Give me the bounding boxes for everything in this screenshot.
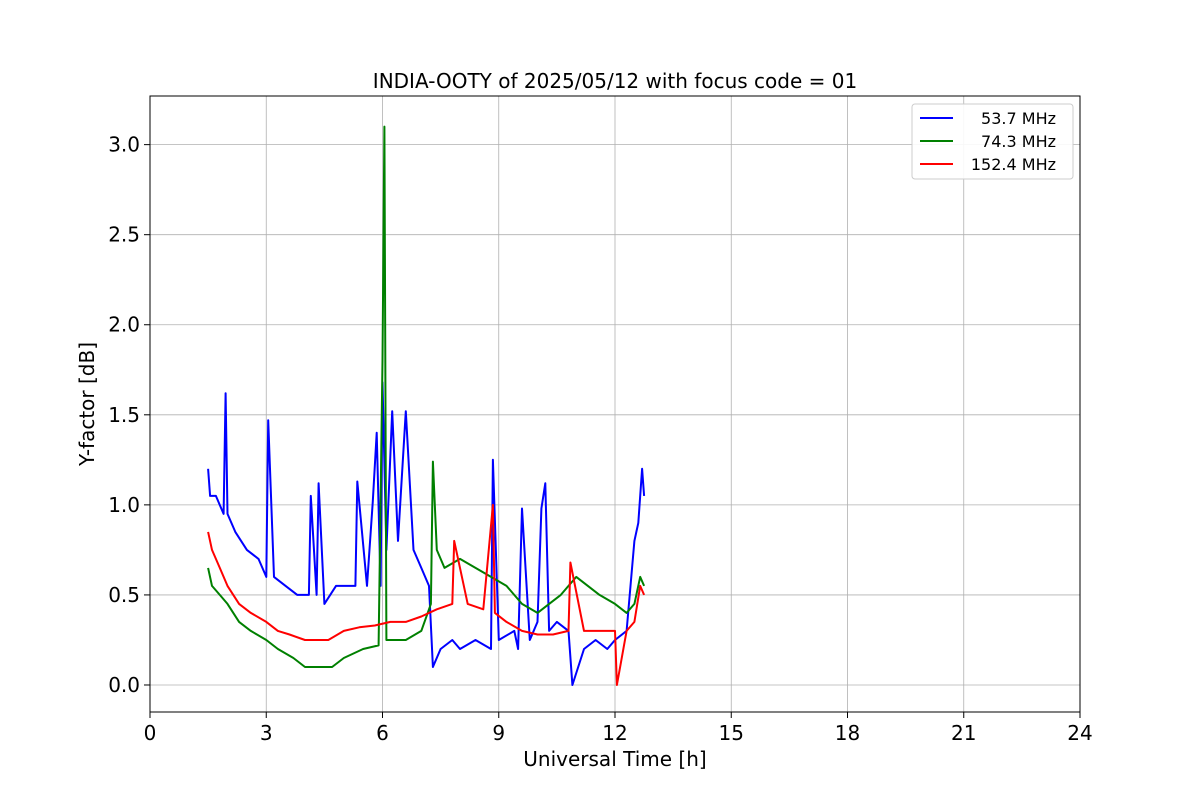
legend-label: 152.4 MHz (971, 155, 1056, 174)
series-line-0 (207, 381, 646, 686)
x-ticks: 0 3 6 9 12 15 18 21 24 (144, 712, 1093, 745)
y-tick-label: 1.0 (108, 493, 140, 517)
x-tick-label: 21 (951, 721, 976, 745)
x-tick-label: 12 (602, 721, 627, 745)
x-tick-label: 24 (1067, 721, 1092, 745)
x-axis-label: Universal Time [h] (523, 747, 706, 771)
grid (149, 96, 1081, 712)
legend: 53.7 MHz 74.3 MHz 152.4 MHz (911, 103, 1074, 180)
x-tick-label: 18 (835, 721, 860, 745)
y-tick-label: 0.0 (108, 673, 140, 697)
x-tick-label: 15 (719, 721, 744, 745)
x-tick-label: 3 (260, 721, 273, 745)
chart-title: INDIA-OOTY of 2025/05/12 with focus code… (373, 69, 857, 93)
y-ticks: 0.0 0.5 1.0 1.5 2.0 2.5 3.0 (108, 133, 150, 697)
y-tick-label: 3.0 (108, 133, 140, 157)
series-line-2 (207, 503, 646, 686)
y-tick-label: 1.5 (108, 403, 140, 427)
y-axis-label: Y-factor [dB] (75, 342, 99, 467)
x-tick-label: 6 (376, 721, 389, 745)
x-tick-label: 9 (492, 721, 505, 745)
plot-lines (207, 125, 646, 686)
x-tick-label: 0 (144, 721, 157, 745)
y-tick-label: 2.5 (108, 223, 140, 247)
y-tick-label: 0.5 (108, 583, 140, 607)
legend-box (911, 103, 1074, 180)
y-tick-label: 2.0 (108, 313, 140, 337)
legend-label: 53.7 MHz (981, 109, 1056, 128)
legend-label: 74.3 MHz (981, 132, 1056, 151)
series-line-1 (207, 125, 646, 668)
